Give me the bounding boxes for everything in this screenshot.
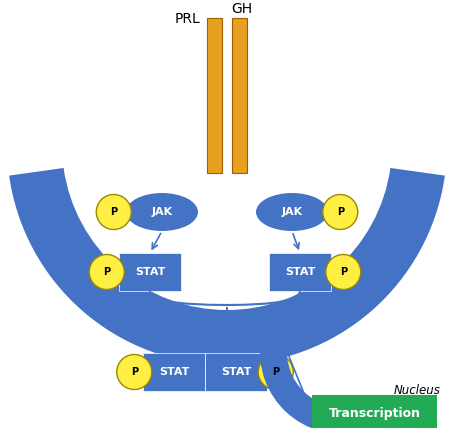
FancyBboxPatch shape	[205, 353, 267, 391]
Text: P: P	[110, 207, 117, 217]
Circle shape	[323, 194, 358, 229]
FancyBboxPatch shape	[143, 353, 205, 391]
Text: STAT: STAT	[135, 267, 165, 277]
FancyBboxPatch shape	[269, 253, 331, 291]
FancyBboxPatch shape	[232, 18, 247, 173]
Text: P: P	[337, 207, 344, 217]
Circle shape	[117, 354, 152, 389]
Text: JAK: JAK	[152, 207, 173, 217]
FancyBboxPatch shape	[207, 18, 222, 173]
Text: Transcription: Transcription	[329, 407, 420, 419]
Ellipse shape	[256, 193, 328, 231]
Ellipse shape	[126, 193, 198, 231]
Text: P: P	[103, 267, 110, 277]
Text: JAK: JAK	[281, 207, 302, 217]
Text: STAT: STAT	[159, 367, 189, 377]
Text: P: P	[131, 367, 138, 377]
Text: Nucleus: Nucleus	[394, 383, 441, 396]
Text: PRL: PRL	[175, 12, 201, 26]
Text: P: P	[272, 367, 279, 377]
FancyBboxPatch shape	[312, 395, 437, 428]
Circle shape	[326, 255, 361, 289]
Wedge shape	[9, 168, 445, 365]
Circle shape	[89, 255, 124, 289]
Text: GH: GH	[232, 2, 252, 16]
Wedge shape	[260, 305, 328, 428]
Circle shape	[258, 354, 293, 389]
FancyBboxPatch shape	[119, 253, 181, 291]
Text: STAT: STAT	[285, 267, 315, 277]
Text: P: P	[340, 267, 347, 277]
Circle shape	[96, 194, 131, 229]
Text: STAT: STAT	[221, 367, 251, 377]
